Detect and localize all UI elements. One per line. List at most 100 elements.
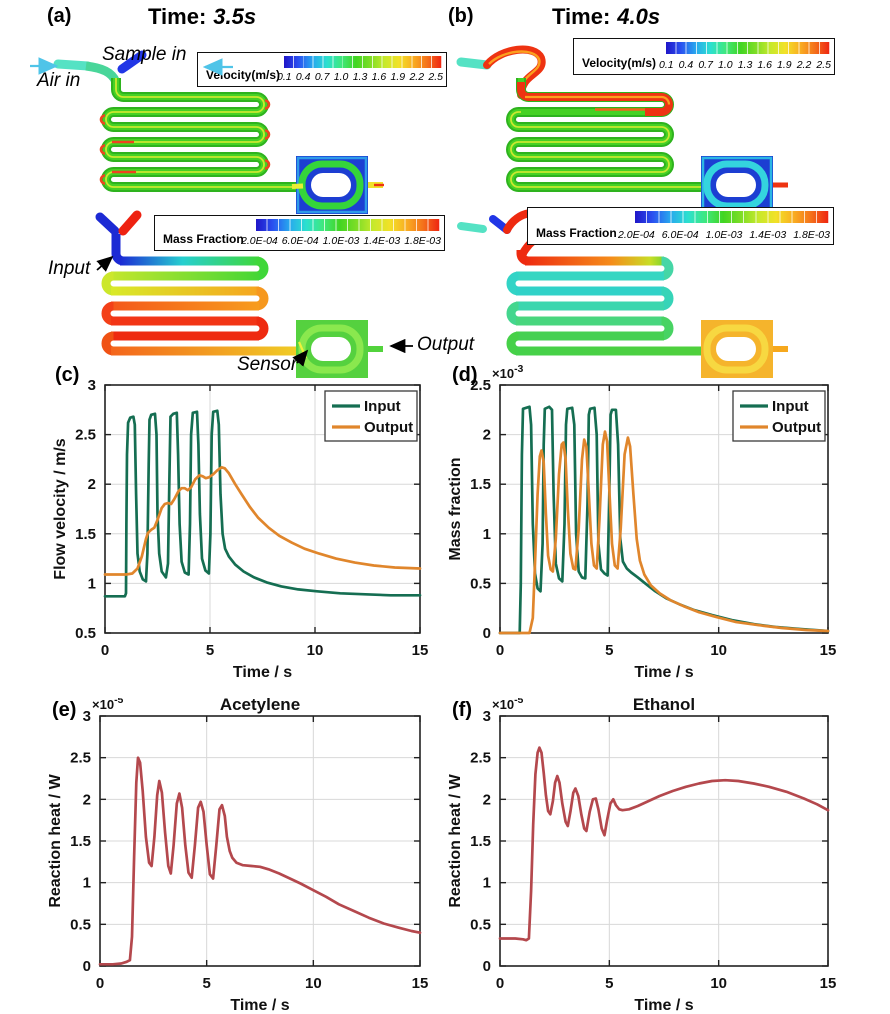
colorbar-tick: 2.5 xyxy=(816,59,831,71)
y-axis-label: Flow velocity / m/s xyxy=(52,438,69,579)
colorbar-tick: 2.2 xyxy=(409,71,425,83)
y-tick-label: 1 xyxy=(83,875,91,892)
colorbar-tick: 0.7 xyxy=(698,59,713,71)
air-inlet-channel xyxy=(456,57,492,70)
colorbar-tick: 1.0E-03 xyxy=(322,235,360,247)
panel-a-title-prefix: Time: xyxy=(148,4,207,29)
colorbar-tick: 1.8E-03 xyxy=(404,235,441,247)
velocity-colorbar-gradient xyxy=(284,56,442,68)
x-tick-label: 5 xyxy=(202,975,210,992)
sample-inlet-channel xyxy=(117,50,147,74)
y-tick-label: 1 xyxy=(88,575,96,592)
sensor-ring-channel xyxy=(703,160,769,210)
y-tick-label: 0.5 xyxy=(75,625,96,642)
colorbar-tick: 1.3 xyxy=(352,71,368,83)
panel-b-title-prefix: Time: xyxy=(552,4,611,29)
legend-box xyxy=(732,390,826,442)
mass-colorbar-gradient xyxy=(256,219,440,231)
series-acetylene-line xyxy=(98,756,422,966)
x-tick-label: 10 xyxy=(710,975,727,992)
velocity-colorbar-ticks: 0.1 0.4 0.7 1.0 1.3 1.6 1.9 2.2 2.5 xyxy=(277,71,443,83)
chart-svg-c: 0 5 10 15 0.5 1 1.5 2 2.5 3 Time / s Flow velocity … xyxy=(52,377,429,681)
x-axis-label: Time / s xyxy=(230,997,289,1014)
sample-in-label: Sample in xyxy=(102,44,187,65)
series-ethanol-line xyxy=(498,746,830,942)
colorbar-tick: 1.0E-03 xyxy=(705,229,743,241)
sensor-ring-channel xyxy=(703,324,769,374)
chart-flow-velocity: 0 5 10 15 0.5 1 1.5 2 2.5 3 Time / s Flow velocity … xyxy=(45,365,440,681)
chart-title: Acetylene xyxy=(220,698,300,714)
chart-acetylene-heat: 0 5 10 15 0 0.5 1 1.5 2 2.5 3 Time / s Reaction heat… xyxy=(45,698,440,1014)
output-label: Output xyxy=(417,334,475,355)
axis-exponent-label: ×10-5 xyxy=(492,698,524,712)
x-tick-label: 15 xyxy=(820,975,837,992)
y-tick-label: 3 xyxy=(88,377,96,394)
y-tick-label: 2 xyxy=(483,427,491,444)
colorbar-tick: 2.5 xyxy=(428,71,443,83)
x-tick-label: 10 xyxy=(305,975,322,992)
panel-d-label: (d) xyxy=(452,364,478,386)
panel-b-label: (b) xyxy=(448,5,474,27)
plot-box xyxy=(499,384,829,634)
mass-colorbar-gradient xyxy=(635,211,829,223)
colorbar-tick: 0.1 xyxy=(659,59,674,71)
simulation-mass-a xyxy=(95,210,383,378)
series-input-line xyxy=(498,405,830,635)
y-tick-label: 1.5 xyxy=(470,833,491,850)
x-tick-label: 0 xyxy=(496,975,504,992)
panel-e-label: (e) xyxy=(52,699,77,721)
colorbar-tick: 0.4 xyxy=(295,71,311,83)
y-tick-label: 2.5 xyxy=(470,750,491,767)
x-axis-label: Time / s xyxy=(634,664,693,681)
y-tick-label: 0.5 xyxy=(470,575,491,592)
series-input-line xyxy=(103,409,422,598)
plot-box xyxy=(104,384,421,634)
x-tick-label: 5 xyxy=(605,642,613,659)
colorbar-tick: 2.2 xyxy=(796,59,812,71)
y-tick-label: 0 xyxy=(483,625,491,642)
colorbar-tick: 1.3 xyxy=(737,59,753,71)
velocity-colorbar-label: Velocity(m/s) xyxy=(206,68,281,82)
y-tick-label: 1 xyxy=(483,526,491,543)
x-tick-label: 15 xyxy=(412,642,429,659)
serpentine-centerline xyxy=(510,111,703,188)
velocity-colorbar-a: Velocity(m/s) 0.1 0.4 0.7 1.0 1.3 1.6 1.9 2.2 2.… xyxy=(197,52,447,87)
colorbar-tick: 1.0 xyxy=(333,71,349,83)
colorbar-tick: 1.6 xyxy=(757,59,772,71)
axis-exponent-label: ×10-5 xyxy=(92,698,124,712)
input-red-stub xyxy=(118,210,142,236)
x-axis-label: Time / s xyxy=(233,664,292,681)
sensor-island xyxy=(716,173,756,197)
serpentine-mass-channel xyxy=(101,234,298,356)
velocity-colorbar-b: Velocity(m/s) 0.1 0.4 0.7 1.0 1.3 1.6 1.9 2.2 2.… xyxy=(573,38,835,75)
mass-colorbar-label: Mass Fraction xyxy=(163,232,244,246)
chart-ethanol-heat: 0 5 10 15 0 0.5 1 1.5 2 2.5 3 Time / s Reaction heat… xyxy=(445,698,840,1014)
series-output-line xyxy=(498,430,830,635)
chart-svg-d: 0 5 10 15 0 0.5 1 1.5 2 2.5 Time / s Mass fraction ×… xyxy=(447,365,837,681)
input-label: Input xyxy=(48,258,91,279)
serpentine-centerline xyxy=(105,78,298,188)
sensor-inlet-streak xyxy=(291,183,304,189)
colorbar-tick: 0.7 xyxy=(314,71,330,83)
serpentine-mass-channel xyxy=(506,250,703,356)
velocity-colorbar-label: Velocity(m/s) xyxy=(582,56,657,70)
series-output-line xyxy=(103,465,422,576)
legend-label: Output xyxy=(364,419,413,436)
y-tick-label: 0 xyxy=(483,958,491,975)
y-tick-label: 1.5 xyxy=(75,526,96,543)
panel-b-title: Time: 4.0s xyxy=(552,4,660,30)
panel-c-label: (c) xyxy=(55,364,80,386)
x-tick-label: 5 xyxy=(605,975,613,992)
colorbar-tick: 1.9 xyxy=(390,71,406,83)
y-axis-label: Mass fraction xyxy=(447,457,464,560)
colorbar-tick: 1.8E-03 xyxy=(793,229,830,241)
simulation-velocity-a xyxy=(53,50,384,214)
input-blue-stub xyxy=(95,212,120,236)
mass-colorbar-ticks: 2.0E-04 6.0E-04 1.0E-03 1.4E-03 1.8E-03 xyxy=(618,229,830,241)
colorbar-tick: 1.4E-03 xyxy=(363,235,401,247)
x-tick-label: 15 xyxy=(820,642,837,659)
mass-colorbar-a: Mass Fraction 2.0E-04 6.0E-04 1.0E-03 1.4E-… xyxy=(154,215,445,251)
y-tick-label: 3 xyxy=(483,708,491,725)
x-tick-label: 0 xyxy=(496,642,504,659)
colorbar-tick: 0.4 xyxy=(678,59,694,71)
